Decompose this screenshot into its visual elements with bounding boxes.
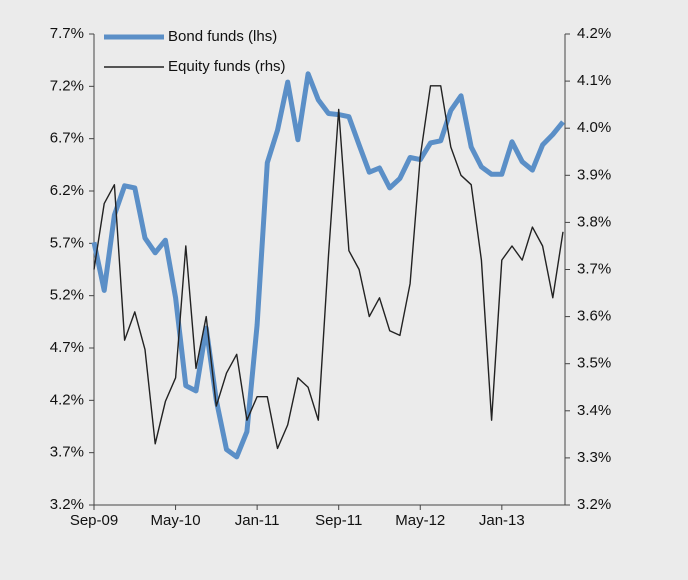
y2-tick-label: 3.9% [577,166,611,183]
y2-tick-label: 3.3% [577,449,611,466]
legend-label: Equity funds (rhs) [168,58,286,75]
y2-tick-label: 3.8% [577,213,611,230]
y-tick-label: 5.7% [50,234,84,251]
y2-tick-label: 4.2% [577,25,611,42]
y2-tick-label: 4.1% [577,72,611,89]
x-tick-label: Sep-09 [70,512,118,529]
y-tick-label: 5.2% [50,287,84,304]
y2-tick-label: 3.2% [577,496,611,513]
y2-tick-label: 4.0% [577,119,611,136]
x-tick-label: May-10 [151,512,201,529]
y-tick-label: 6.2% [50,182,84,199]
y-tick-label: 3.2% [50,496,84,513]
y2-tick-label: 3.4% [577,402,611,419]
x-tick-label: May-12 [395,512,445,529]
y2-tick-label: 3.5% [577,355,611,372]
legend-label: Bond funds (lhs) [168,28,277,45]
y2-tick-label: 3.6% [577,308,611,325]
y-tick-label: 6.7% [50,130,84,147]
y-tick-label: 7.2% [50,77,84,94]
y-tick-label: 4.7% [50,339,84,356]
y-tick-label: 7.7% [50,25,84,42]
y-tick-label: 3.7% [50,444,84,461]
series-line [91,71,565,460]
y2-tick-label: 3.7% [577,260,611,277]
y-tick-label: 4.2% [50,391,84,408]
x-tick-label: Sep-11 [315,512,362,529]
x-tick-label: Jan-11 [235,512,280,529]
series-line [93,85,564,450]
x-tick-label: Jan-13 [479,512,525,529]
